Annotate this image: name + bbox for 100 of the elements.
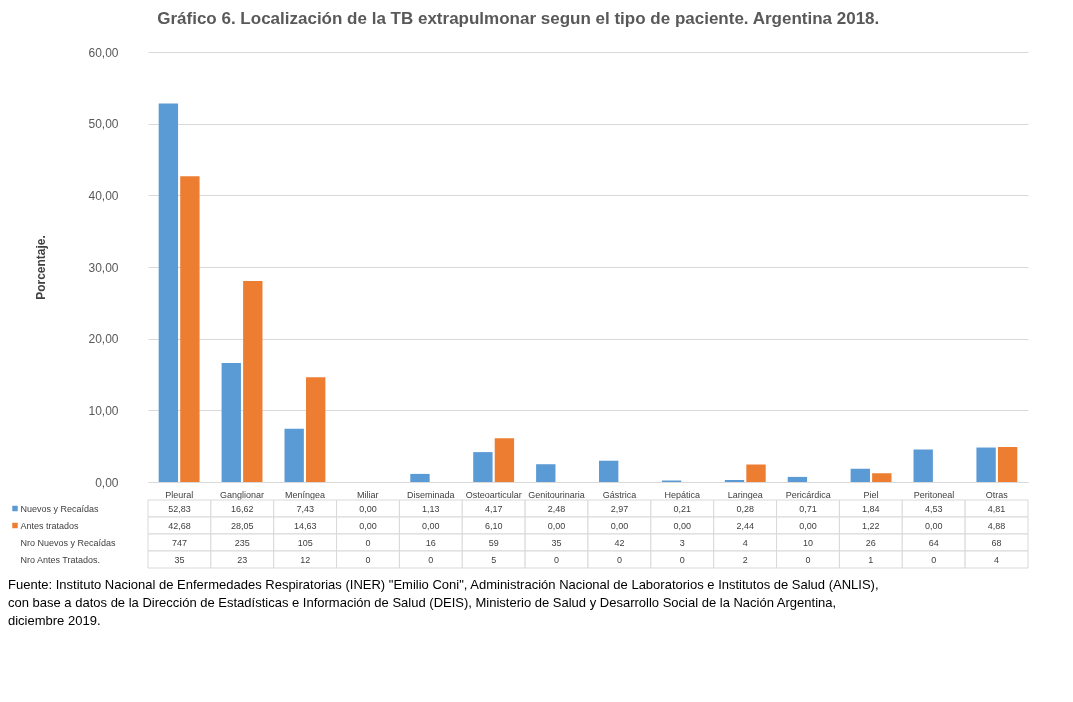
text: Nro Nuevos y Recaídas [20,537,117,548]
text: 2 [742,554,748,565]
data-label: 0,28 [736,503,754,514]
text: 0 [365,554,371,565]
data-label: 0,00 [547,520,566,531]
text: 42 [614,537,625,548]
x-tick-label: Osteoarticular [465,489,522,500]
bar [787,476,808,482]
x-tick-label: Hepática [664,489,701,500]
y-axis-title: Porcentaje. [34,235,49,300]
data-label: 0,71 [799,503,817,514]
bar [872,473,892,482]
x-tick-label: Genitourinaria [528,489,585,500]
data-label: 0,00 [422,520,440,531]
text: 23 [237,554,248,565]
data-label: 6,10 [484,520,503,531]
data-label: 0,00 [799,520,817,531]
data-label: 0,00 [673,520,692,531]
text: 68 [991,537,1002,548]
x-tick-label: Miliar [357,489,379,500]
data-label: 2,97 [610,503,629,514]
text: 35 [174,554,185,565]
text: 0 [428,554,434,565]
x-tick-label: Peritoneal [913,489,955,500]
data-label: 0,00 [359,503,377,514]
x-tick-label: Meníngea [284,489,325,500]
data-label: 1,13 [422,503,440,514]
bar [180,176,200,482]
bar [746,464,766,482]
bar [284,428,304,482]
x-tick-label: Otras [985,489,1009,500]
text: 64 [928,537,939,548]
bar [976,447,996,482]
x-tick-label: Gástrica [602,489,637,500]
data-label: 14,63 [293,520,317,531]
data-label: 2,44 [736,520,754,531]
data-label: 0,00 [924,520,943,531]
y-tick-label: 20,00 [88,332,119,347]
text: 10 [802,537,814,548]
y-tick-label: 50,00 [88,117,119,132]
data-label: 4,53 [924,503,943,514]
text: 0 [554,554,560,565]
x-tick-label: Pleural [165,489,194,500]
bar [410,473,430,482]
text: 0 [365,537,371,548]
bar [243,280,263,482]
bar [158,103,179,482]
y-tick-label: 10,00 [88,403,119,418]
text: 5 [491,554,497,565]
bar [724,479,745,482]
bar [850,468,870,482]
chart-title: Gráfico 6. Localización de la TB extrapulmonar segun el tipo de paciente. Argentina 2018. [157,9,880,28]
y-tick-label: 60,00 [88,45,119,60]
bar [473,452,493,482]
data-label: 4,88 [987,520,1006,531]
data-label: 1,84 [862,503,880,514]
text: 1 [868,554,874,565]
data-label: 0,21 [673,503,692,514]
data-label: 7,43 [296,503,314,514]
text: 0 [805,554,811,565]
legend-label: Nuevos y Recaídas [20,503,100,514]
text: 16 [425,537,436,548]
bar [494,438,515,482]
text: 59 [488,537,499,548]
text: 12 [300,554,311,565]
bar [997,447,1018,482]
text: 3 [679,537,685,548]
data-label: 2,48 [547,503,566,514]
legend-label: Antes tratados [20,520,80,531]
bar [536,464,556,482]
data-label: 16,62 [231,503,254,514]
x-tick-label: Ganglionar [220,489,265,500]
text: 105 [297,537,313,548]
text: 26 [865,537,876,548]
data-label: 52,83 [168,503,191,514]
y-tick-label: 40,00 [88,188,119,203]
bar [306,377,326,482]
data-label: 4,81 [987,503,1006,514]
data-label: 42,68 [168,520,191,531]
x-tick-label: Diseminada [406,489,455,500]
data-label: 1,22 [862,520,880,531]
y-tick-label: 0,00 [95,475,119,490]
text: 747 [171,537,187,548]
x-tick-label: Pericárdica [785,489,831,500]
data-label: 0,00 [359,520,377,531]
text: 4 [994,554,1000,565]
text: 0 [679,554,685,565]
bar [599,460,619,482]
y-tick-label: 30,00 [88,260,119,275]
bar [913,449,933,482]
text: 0 [931,554,937,565]
x-tick-label: Laringea [727,489,763,500]
text: 4 [742,537,748,548]
text: 0 [616,554,622,565]
text: 35 [551,537,562,548]
bar [221,362,241,482]
data-label: 0,00 [610,520,629,531]
data-label: 4,17 [484,503,503,514]
x-tick-label: Piel [863,489,879,500]
text: Nro Antes Tratados. [20,554,101,565]
